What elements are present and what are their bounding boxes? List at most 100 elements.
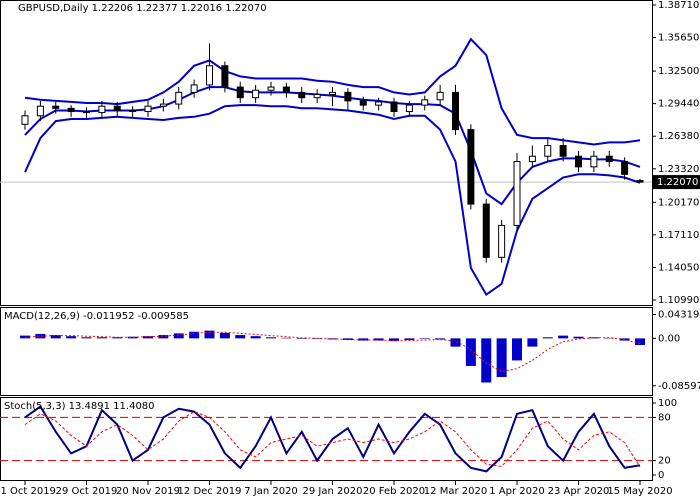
macd-bar bbox=[604, 337, 615, 339]
y-tick-label: 20 bbox=[658, 456, 671, 467]
y-tick-label: 1.23320 bbox=[658, 164, 699, 175]
macd-bar bbox=[588, 337, 599, 339]
candle-body bbox=[513, 161, 521, 226]
x-tick-label: 23 Apr 2020 bbox=[548, 486, 610, 497]
macd-bar bbox=[235, 335, 246, 339]
candle-body bbox=[590, 155, 598, 168]
candle-body bbox=[605, 155, 613, 163]
macd-bar bbox=[342, 338, 353, 341]
macd-bar bbox=[465, 338, 476, 366]
candle-body bbox=[544, 145, 552, 157]
macd-bar bbox=[435, 338, 446, 340]
macd-bar bbox=[481, 338, 492, 383]
macd-bar bbox=[296, 338, 307, 339]
macd-bar bbox=[35, 333, 46, 339]
candle-body bbox=[421, 99, 429, 106]
stoch-title: Stoch(5,3,3) 13.4891 11.4080 bbox=[4, 401, 155, 412]
macd-bar bbox=[542, 337, 553, 339]
candle-body bbox=[52, 105, 60, 109]
macd-bar bbox=[81, 337, 92, 339]
y-tick-label: 1.29440 bbox=[658, 99, 699, 110]
x-tick-label: 7 Jan 2020 bbox=[244, 486, 298, 497]
y-tick-label: 0.00 bbox=[658, 333, 680, 344]
macd-bar bbox=[50, 335, 61, 339]
candle-body bbox=[190, 84, 198, 93]
candle-body bbox=[144, 105, 152, 113]
candle-body bbox=[390, 101, 398, 113]
candle-body bbox=[298, 91, 306, 99]
candle-body bbox=[636, 180, 644, 183]
stoch-panel bbox=[0, 397, 653, 481]
candle-body bbox=[498, 224, 506, 258]
macd-bar bbox=[573, 336, 584, 339]
macd-panel bbox=[0, 307, 653, 396]
candle-body bbox=[98, 105, 106, 114]
candle-body bbox=[36, 105, 44, 117]
macd-bar bbox=[527, 338, 538, 347]
candle-body bbox=[375, 101, 383, 106]
price-title: GBPUSD,Daily 1.22206 1.22377 1.22016 1.2… bbox=[18, 3, 267, 14]
candle-body bbox=[206, 65, 213, 86]
macd-bar bbox=[635, 338, 645, 345]
macd-bar bbox=[127, 336, 138, 339]
x-tick-label: 15 May 2020 bbox=[607, 486, 672, 497]
macd-bar bbox=[512, 338, 522, 361]
candle-body bbox=[452, 91, 459, 131]
y-tick-label: 1.38710 bbox=[658, 0, 699, 11]
macd-bar bbox=[266, 337, 276, 339]
macd-bar bbox=[66, 336, 77, 339]
macd-bar bbox=[250, 336, 261, 339]
y-tick-label: 1.10990 bbox=[658, 295, 699, 306]
macd-bar bbox=[327, 338, 338, 340]
y-tick-label: 1.26380 bbox=[658, 131, 699, 142]
candle-body bbox=[329, 91, 336, 96]
current-price-box bbox=[653, 175, 700, 190]
macd-bar bbox=[358, 338, 369, 341]
macd-bar bbox=[389, 338, 399, 342]
macd-bar bbox=[450, 338, 461, 347]
candle-body bbox=[21, 115, 29, 125]
y-tick-label: 1.32500 bbox=[658, 66, 699, 77]
y-tick-label: -0.085979 bbox=[658, 381, 700, 392]
macd-bar bbox=[281, 337, 292, 339]
y-tick-label: 1.35650 bbox=[658, 33, 699, 44]
y-tick-label: 80 bbox=[658, 412, 671, 423]
y-tick-label: 0.043195 bbox=[658, 310, 700, 321]
candle-body bbox=[575, 155, 582, 168]
candle-body bbox=[436, 91, 444, 101]
x-tick-label: 20 Nov 2019 bbox=[116, 486, 180, 497]
x-tick-label: 29 Jan 2020 bbox=[303, 486, 363, 497]
stoch-signal bbox=[24, 411, 641, 468]
stoch-main bbox=[24, 405, 641, 473]
candle-body bbox=[359, 100, 367, 106]
bollinger-lower bbox=[24, 104, 641, 297]
candle-body bbox=[221, 65, 229, 88]
candle-body bbox=[621, 161, 629, 175]
macd-title: MACD(12,26,9) -0.011952 -0.009585 bbox=[4, 311, 189, 322]
candle-body bbox=[159, 103, 167, 107]
macd-bar bbox=[558, 335, 569, 339]
candle-body bbox=[405, 104, 413, 113]
x-tick-label: 29 Oct 2019 bbox=[56, 486, 118, 497]
candle-body bbox=[67, 107, 75, 113]
bollinger-upper bbox=[24, 37, 641, 146]
macd-bar bbox=[158, 335, 169, 339]
macd-bar bbox=[419, 338, 430, 339]
macd-bar bbox=[96, 337, 107, 339]
macd-bar bbox=[496, 338, 507, 377]
y-tick-label: 0 bbox=[658, 470, 664, 481]
candle-body bbox=[528, 155, 536, 163]
candle-body bbox=[344, 91, 352, 102]
x-tick-label: 1 Apr 2020 bbox=[489, 486, 544, 497]
x-tick-label: 12 Dec 2019 bbox=[178, 486, 242, 497]
candle-body bbox=[113, 105, 121, 111]
candle-body bbox=[267, 86, 275, 91]
macd-bar bbox=[173, 333, 184, 339]
y-tick-label: 1.20170 bbox=[658, 197, 699, 208]
candle-body bbox=[83, 111, 90, 114]
macd-bar bbox=[219, 332, 230, 339]
candle-body bbox=[129, 109, 137, 113]
macd-bar bbox=[143, 336, 153, 339]
price-panel bbox=[0, 0, 653, 306]
